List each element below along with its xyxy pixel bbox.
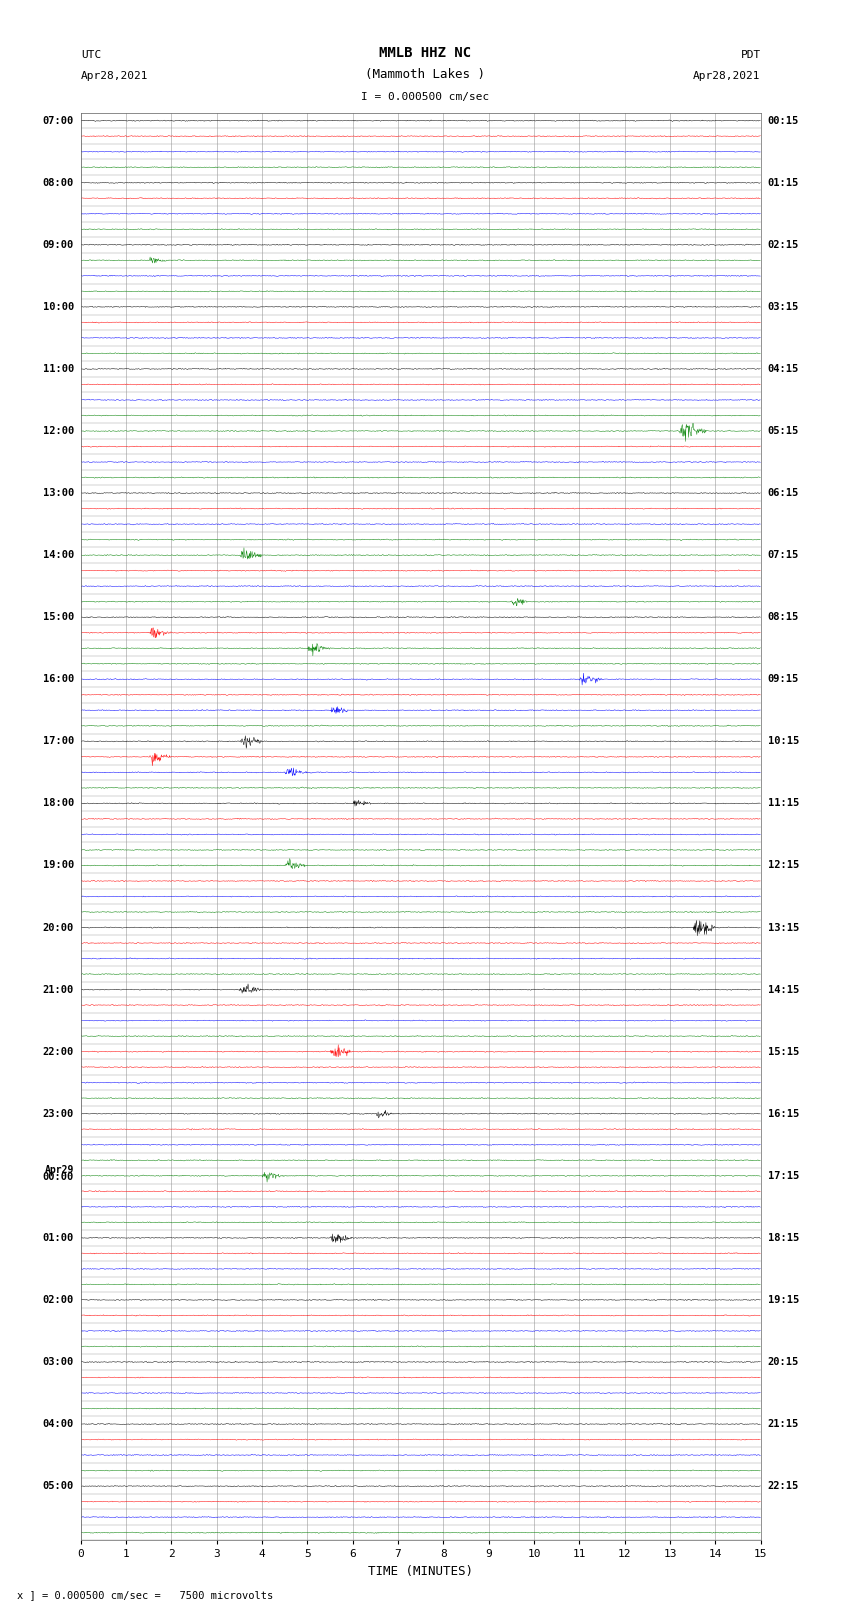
Text: Apr28,2021: Apr28,2021 <box>694 71 761 81</box>
Text: 05:00: 05:00 <box>42 1481 74 1490</box>
Text: 19:00: 19:00 <box>42 860 74 871</box>
Text: 20:00: 20:00 <box>42 923 74 932</box>
Text: 17:00: 17:00 <box>42 736 74 747</box>
Text: 12:15: 12:15 <box>768 860 799 871</box>
Text: x ] = 0.000500 cm/sec =   7500 microvolts: x ] = 0.000500 cm/sec = 7500 microvolts <box>17 1590 273 1600</box>
Text: 12:00: 12:00 <box>42 426 74 436</box>
Text: 04:00: 04:00 <box>42 1419 74 1429</box>
Text: 01:00: 01:00 <box>42 1232 74 1244</box>
Text: 16:15: 16:15 <box>768 1108 799 1119</box>
Text: Apr28,2021: Apr28,2021 <box>81 71 148 81</box>
Text: 02:00: 02:00 <box>42 1295 74 1305</box>
Text: 07:15: 07:15 <box>768 550 799 560</box>
Text: 16:00: 16:00 <box>42 674 74 684</box>
Text: 22:00: 22:00 <box>42 1047 74 1057</box>
Text: 07:00: 07:00 <box>42 116 74 126</box>
Text: 08:00: 08:00 <box>42 177 74 187</box>
Text: 18:00: 18:00 <box>42 798 74 808</box>
Text: 05:15: 05:15 <box>768 426 799 436</box>
Text: 04:15: 04:15 <box>768 365 799 374</box>
Text: 14:00: 14:00 <box>42 550 74 560</box>
Text: 18:15: 18:15 <box>768 1232 799 1244</box>
Text: 19:15: 19:15 <box>768 1295 799 1305</box>
Text: 21:15: 21:15 <box>768 1419 799 1429</box>
Text: 13:15: 13:15 <box>768 923 799 932</box>
Text: I = 0.000500 cm/sec: I = 0.000500 cm/sec <box>361 92 489 102</box>
Text: 01:15: 01:15 <box>768 177 799 187</box>
Text: 10:15: 10:15 <box>768 736 799 747</box>
Text: 02:15: 02:15 <box>768 240 799 250</box>
Text: 08:15: 08:15 <box>768 613 799 623</box>
Text: 20:15: 20:15 <box>768 1357 799 1366</box>
Text: 23:00: 23:00 <box>42 1108 74 1119</box>
Text: 15:00: 15:00 <box>42 613 74 623</box>
Text: 14:15: 14:15 <box>768 984 799 995</box>
Text: PDT: PDT <box>740 50 761 60</box>
Text: 21:00: 21:00 <box>42 984 74 995</box>
Text: 22:15: 22:15 <box>768 1481 799 1490</box>
Text: 00:15: 00:15 <box>768 116 799 126</box>
Text: 10:00: 10:00 <box>42 302 74 311</box>
X-axis label: TIME (MINUTES): TIME (MINUTES) <box>368 1565 473 1578</box>
Text: 00:00: 00:00 <box>42 1173 74 1182</box>
Text: 11:00: 11:00 <box>42 365 74 374</box>
Text: 06:15: 06:15 <box>768 489 799 498</box>
Text: 03:00: 03:00 <box>42 1357 74 1366</box>
Text: (Mammoth Lakes ): (Mammoth Lakes ) <box>365 68 485 81</box>
Text: Apr29: Apr29 <box>44 1165 74 1176</box>
Text: 09:00: 09:00 <box>42 240 74 250</box>
Text: UTC: UTC <box>81 50 101 60</box>
Text: 17:15: 17:15 <box>768 1171 799 1181</box>
Text: 13:00: 13:00 <box>42 489 74 498</box>
Text: 03:15: 03:15 <box>768 302 799 311</box>
Text: MMLB HHZ NC: MMLB HHZ NC <box>379 45 471 60</box>
Text: 15:15: 15:15 <box>768 1047 799 1057</box>
Text: 09:15: 09:15 <box>768 674 799 684</box>
Text: 11:15: 11:15 <box>768 798 799 808</box>
